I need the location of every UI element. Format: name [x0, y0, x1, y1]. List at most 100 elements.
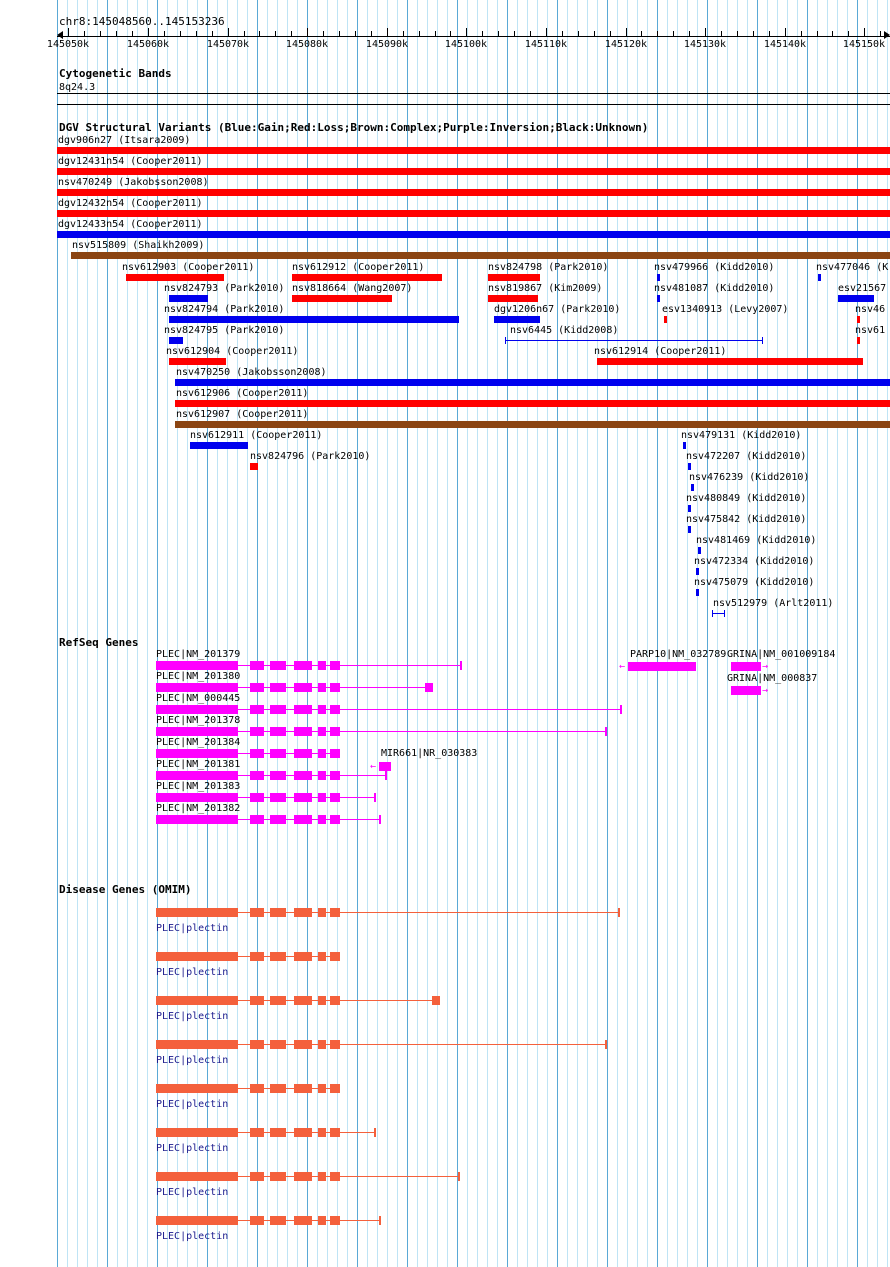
refseq-gene-exon[interactable]	[294, 815, 312, 824]
refseq-gene-last-exon[interactable]	[425, 683, 433, 692]
dgv-variant-bar[interactable]	[691, 484, 694, 491]
omim-gene-first-exon[interactable]	[156, 1084, 238, 1093]
omim-gene-exon[interactable]	[294, 908, 312, 917]
dgv-variant-span[interactable]	[505, 340, 763, 341]
omim-gene-exon[interactable]	[318, 1040, 326, 1049]
omim-gene-exon[interactable]	[330, 1216, 340, 1225]
dgv-variant-bar[interactable]	[657, 295, 660, 302]
omim-gene-exon[interactable]	[330, 1040, 340, 1049]
dgv-variant-bar[interactable]	[57, 210, 890, 217]
dgv-variant-bar[interactable]	[175, 421, 890, 428]
dgv-variant-bar[interactable]	[169, 295, 208, 302]
refseq-gene-exon[interactable]	[330, 727, 340, 736]
refseq-gene-first-exon[interactable]	[156, 683, 238, 692]
refseq-gene-exon[interactable]	[294, 661, 312, 670]
refseq-gene-exon[interactable]	[330, 661, 340, 670]
omim-gene-exon[interactable]	[250, 1172, 264, 1181]
omim-gene-exon[interactable]	[318, 908, 326, 917]
refseq-gene-exon[interactable]	[318, 683, 326, 692]
dgv-variant-bar[interactable]	[857, 337, 860, 344]
refseq-gene-exon[interactable]	[330, 815, 340, 824]
omim-gene-exon[interactable]	[270, 1128, 286, 1137]
dgv-variant-bar[interactable]	[175, 400, 890, 407]
omim-gene-exon[interactable]	[294, 1216, 312, 1225]
dgv-variant-bar[interactable]	[57, 189, 890, 196]
dgv-variant-bar[interactable]	[688, 505, 691, 512]
omim-gene-exon[interactable]	[330, 996, 340, 1005]
dgv-variant-bar[interactable]	[597, 358, 863, 365]
refseq-gene-exon[interactable]	[294, 771, 312, 780]
dgv-variant-bar[interactable]	[169, 358, 226, 365]
omim-gene-last-exon[interactable]	[432, 996, 440, 1005]
refseq-gene-exon[interactable]	[330, 749, 340, 758]
dgv-variant-bar[interactable]	[292, 295, 392, 302]
dgv-variant-bar[interactable]	[688, 526, 691, 533]
omim-gene-exon[interactable]	[250, 908, 264, 917]
dgv-variant-bar[interactable]	[688, 463, 691, 470]
refseq-gene-exon[interactable]	[294, 749, 312, 758]
refseq-gene-exon[interactable]	[318, 815, 326, 824]
omim-gene-exon[interactable]	[318, 952, 326, 961]
refseq-gene-first-exon[interactable]	[156, 793, 238, 802]
refseq-gene-exon[interactable]	[270, 683, 286, 692]
omim-gene-exon[interactable]	[330, 952, 340, 961]
refseq-gene-exon[interactable]	[250, 793, 264, 802]
omim-gene-first-exon[interactable]	[156, 1128, 238, 1137]
omim-gene-exon[interactable]	[318, 996, 326, 1005]
refseq-gene-exon[interactable]	[294, 705, 312, 714]
refseq-gene-exon[interactable]	[294, 793, 312, 802]
omim-gene-exon[interactable]	[250, 996, 264, 1005]
dgv-variant-bar[interactable]	[838, 295, 874, 302]
omim-gene-exon[interactable]	[318, 1216, 326, 1225]
omim-gene-exon[interactable]	[294, 1128, 312, 1137]
omim-gene-exon[interactable]	[318, 1172, 326, 1181]
dgv-variant-bar[interactable]	[169, 337, 183, 344]
refseq-gene-exon[interactable]	[330, 771, 340, 780]
dgv-variant-bar[interactable]	[57, 168, 890, 175]
omim-gene-exon[interactable]	[294, 1084, 312, 1093]
refseq-gene-exon[interactable]	[318, 727, 326, 736]
omim-gene-exon[interactable]	[270, 1216, 286, 1225]
dgv-variant-bar[interactable]	[57, 231, 890, 238]
dgv-variant-bar[interactable]	[698, 547, 701, 554]
omim-gene-first-exon[interactable]	[156, 1040, 238, 1049]
omim-gene-exon[interactable]	[318, 1128, 326, 1137]
refseq-gene-exon[interactable]	[270, 727, 286, 736]
omim-gene-exon[interactable]	[270, 908, 286, 917]
dgv-variant-bar[interactable]	[126, 274, 224, 281]
refseq-gene-exon[interactable]	[318, 705, 326, 714]
refseq-gene-exon[interactable]	[270, 749, 286, 758]
refseq-gene-exon[interactable]	[250, 727, 264, 736]
omim-gene-exon[interactable]	[294, 1040, 312, 1049]
dgv-variant-bar[interactable]	[71, 252, 890, 259]
dgv-variant-bar[interactable]	[494, 316, 540, 323]
refseq-gene-exon[interactable]	[250, 661, 264, 670]
omim-gene-exon[interactable]	[294, 952, 312, 961]
omim-gene-first-exon[interactable]	[156, 952, 238, 961]
omim-gene-exon[interactable]	[250, 952, 264, 961]
dgv-variant-bar[interactable]	[818, 274, 821, 281]
omim-gene-exon[interactable]	[270, 1040, 286, 1049]
refseq-gene-exon[interactable]	[250, 683, 264, 692]
dgv-variant-bar[interactable]	[190, 442, 248, 449]
omim-gene-exon[interactable]	[270, 1084, 286, 1093]
dgv-variant-span[interactable]	[712, 613, 725, 614]
refseq-gene-first-exon[interactable]	[156, 727, 238, 736]
refseq-gene-first-exon[interactable]	[156, 661, 238, 670]
dgv-variant-bar[interactable]	[250, 463, 258, 470]
dgv-variant-bar[interactable]	[57, 147, 890, 154]
dgv-variant-bar[interactable]	[657, 274, 660, 281]
omim-gene-exon[interactable]	[270, 996, 286, 1005]
omim-gene-exon[interactable]	[250, 1084, 264, 1093]
omim-gene-exon[interactable]	[330, 1172, 340, 1181]
dgv-variant-bar[interactable]	[169, 316, 459, 323]
omim-gene-exon[interactable]	[330, 1084, 340, 1093]
refseq-gene-exon[interactable]	[270, 815, 286, 824]
omim-gene-exon[interactable]	[270, 952, 286, 961]
omim-gene-exon[interactable]	[250, 1040, 264, 1049]
refseq-gene-exon[interactable]	[330, 793, 340, 802]
dgv-variant-bar[interactable]	[696, 589, 699, 596]
omim-gene-exon[interactable]	[318, 1084, 326, 1093]
refseq-gene-first-exon[interactable]	[156, 705, 238, 714]
refseq-gene-exon[interactable]	[250, 749, 264, 758]
